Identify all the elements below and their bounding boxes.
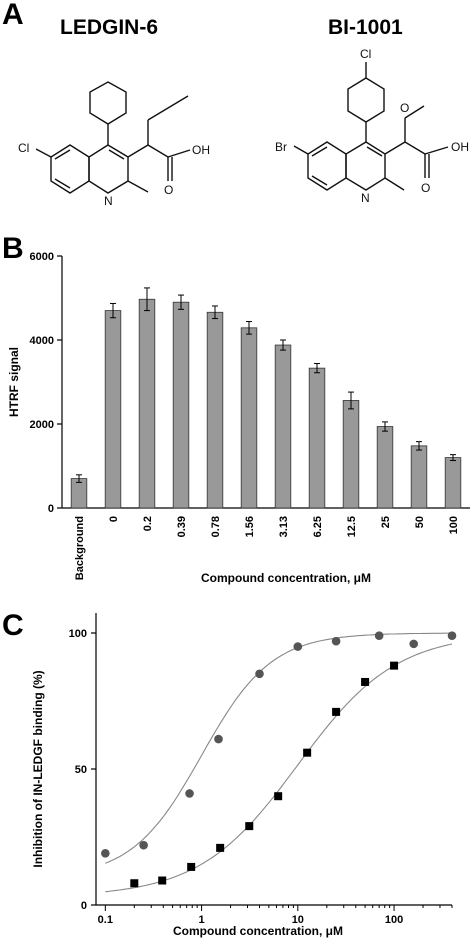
- data-point-circle: [214, 734, 223, 744]
- x-tick-label: 0.78: [210, 516, 222, 537]
- y-axis-title: Inhibition of IN-LEDGF binding (%): [31, 670, 45, 867]
- x-tick-label: 0.1: [98, 914, 113, 926]
- x-tick-label: 100: [385, 914, 403, 926]
- dose-response-chart: 0 50 100 0.1 1 10 100 Inhibition of IN-LEDGF bi…: [31, 613, 457, 938]
- bar: [104, 310, 122, 509]
- data-point-square: [274, 792, 283, 801]
- bar: [240, 327, 258, 509]
- bar: [274, 344, 292, 509]
- x-axis-title: Compound concentration, μM: [201, 571, 371, 585]
- bi1001-atom-o-ketone: O: [421, 181, 430, 195]
- panel-c-label: C: [2, 609, 24, 642]
- bar: [308, 367, 326, 509]
- fit-curve-circle-series: [105, 632, 452, 864]
- data-point-circle: [447, 631, 457, 641]
- data-point-square: [390, 661, 399, 670]
- bi1001-atom-n: N: [361, 191, 370, 205]
- x-tick-label: Background: [74, 516, 86, 580]
- x-tick-label: 6.25: [312, 516, 324, 537]
- bi1001-atom-cl: Cl: [360, 47, 371, 61]
- data-point-square: [245, 822, 254, 831]
- data-point-square: [158, 876, 167, 885]
- data-point-circle: [331, 636, 341, 646]
- bi1001-title: BI-1001: [328, 16, 403, 39]
- chemical-structures: Cl N OH O Cl Br N OH O O: [18, 47, 469, 208]
- ledgin6-atom-o: O: [164, 183, 173, 197]
- data-point-square: [361, 677, 370, 686]
- x-tick-label: 0: [108, 516, 120, 522]
- y-tick-label: 2000: [30, 419, 54, 431]
- y-tick-label: 0: [81, 900, 87, 912]
- bar: [206, 311, 224, 509]
- bi1001-structure: [293, 62, 449, 191]
- data-point-circle: [409, 639, 419, 649]
- x-tick-label: 1.56: [244, 516, 256, 537]
- panel-b-label: B: [2, 232, 24, 265]
- x-tick-label: 12.5: [346, 516, 358, 537]
- ledgin6-title: LEDGIN-6: [60, 16, 159, 39]
- data-point-circle: [185, 789, 194, 798]
- data-point-square: [187, 862, 196, 871]
- y-tick-label: 100: [69, 628, 87, 640]
- bar: [376, 426, 394, 509]
- y-axis-title: HTRF signal: [7, 347, 21, 417]
- data-point-circle: [139, 840, 148, 850]
- bar: [342, 400, 360, 509]
- bar: [172, 301, 190, 509]
- y-tick-label: 4000: [30, 335, 54, 347]
- fit-curve-square-series: [105, 643, 453, 893]
- bi1001-atom-br: Br: [275, 140, 287, 154]
- data-point-circle: [293, 642, 303, 651]
- y-tick-label: 0: [48, 503, 54, 515]
- ledgin6-structure: [35, 81, 191, 194]
- bi1001-atom-oh: OH: [451, 140, 469, 154]
- bar: [410, 445, 428, 509]
- bar: [70, 478, 88, 509]
- x-tick-label: 1: [199, 914, 205, 926]
- x-tick-label: 0.39: [176, 516, 188, 537]
- y-tick-label: 50: [75, 764, 87, 776]
- x-tick-label: 3.13: [278, 516, 290, 537]
- bi1001-atom-o-ether: O: [400, 101, 409, 115]
- x-tick-label: 50: [414, 516, 426, 528]
- bar: [138, 298, 156, 509]
- ledgin6-atom-n: N: [104, 194, 113, 208]
- y-tick-label: 6000: [30, 251, 54, 263]
- ledgin6-atom-oh: OH: [192, 143, 210, 157]
- ledgin6-atom-cl: Cl: [18, 141, 29, 155]
- data-point-circle: [374, 631, 384, 641]
- bar: [444, 457, 462, 509]
- x-tick-label: 0.2: [142, 516, 154, 531]
- data-point-square: [303, 748, 312, 757]
- data-point-circle: [101, 849, 110, 858]
- data-point-square: [332, 707, 341, 716]
- data-point-circle: [255, 669, 264, 679]
- x-tick-label: 10: [292, 914, 304, 926]
- panel-a-label: A: [2, 0, 24, 31]
- data-point-square: [130, 879, 139, 888]
- bar-chart: 0 2000 4000 6000 Background 0 0.2 0.39 0.78 1.56 3…: [7, 251, 470, 585]
- data-point-square: [216, 843, 225, 852]
- x-tick-label: 100: [448, 516, 460, 534]
- x-axis-title: Compound concentration, μM: [173, 924, 343, 938]
- x-tick-label: 25: [380, 516, 392, 528]
